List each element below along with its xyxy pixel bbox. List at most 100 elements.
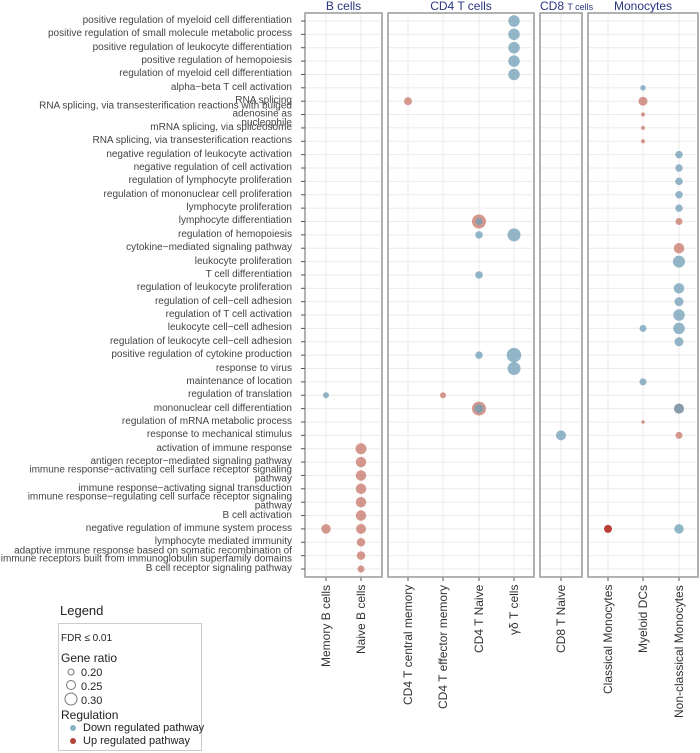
legend-fdr: FDR ≤ 0.01 — [61, 633, 113, 644]
down-regulated-point — [508, 15, 520, 27]
legend-title: Legend — [60, 603, 104, 618]
pathway-label: lymphocyte differentiation — [178, 215, 292, 227]
facet-title-main: CD8 — [540, 0, 568, 13]
legend-circle-030 — [64, 692, 78, 706]
pathway-label: immune response−activating signal transd… — [78, 482, 292, 494]
facet-title-small: T cells — [567, 2, 594, 12]
down-regulated-point — [475, 351, 483, 359]
pathway-label: regulation of T cell activation — [165, 308, 292, 320]
pathway-label: immune response−regulating cell surface … — [27, 491, 292, 512]
up-regulated-point — [641, 139, 645, 144]
pathway-label: lymphocyte mediated immunity — [154, 536, 292, 548]
pathway-label: positive regulation of cytokine producti… — [111, 348, 292, 360]
down-regulated-point — [474, 404, 484, 414]
pathway-label: RNA splicing, via transesterification re… — [92, 135, 292, 147]
down-regulated-point — [675, 150, 683, 159]
legend-circle-020 — [67, 668, 75, 676]
up-regulated-point — [641, 125, 645, 130]
down-regulated-point — [508, 55, 520, 67]
down-regulated-point — [640, 85, 646, 91]
up-regulated-point — [356, 523, 366, 534]
facet-panel — [388, 13, 534, 577]
pathway-label: negative regulation of immune system pro… — [85, 522, 292, 534]
pathway-label: regulation of leukocyte cell−cell adhesi… — [109, 335, 292, 347]
up-regulated-point — [404, 97, 412, 106]
down-regulated-point — [674, 403, 684, 414]
cell-type-label: Memory B cells — [319, 584, 333, 667]
facet-border — [304, 12, 383, 578]
down-regulated-point — [675, 164, 683, 172]
legend-size-title: Gene ratio — [61, 651, 118, 665]
pathway-label: RNA splicing, via transesterification re… — [39, 99, 292, 128]
down-regulated-point — [675, 177, 683, 186]
pathway-label: regulation of lymphocyte proliferation — [128, 175, 292, 187]
down-regulated-point — [674, 337, 684, 347]
pathway-label: cytokine−mediated signaling pathway — [126, 241, 292, 253]
down-regulated-point — [508, 28, 520, 41]
up-regulated-point — [604, 524, 612, 533]
cell-type-label: γδ T cells — [507, 584, 521, 635]
pathway-label: regulation of myeloid cell differentiati… — [119, 68, 292, 80]
down-regulated-point — [506, 347, 522, 363]
up-regulated-dot-icon — [70, 738, 76, 744]
pathway-label: regulation of cell−cell adhesion — [154, 295, 292, 307]
facet-title: CD4 T cells — [430, 0, 492, 13]
up-regulated-point — [641, 420, 645, 424]
pathway-label: lymphocyte proliferation — [186, 201, 292, 213]
down-regulated-point — [508, 68, 520, 81]
cell-type-label: CD8 T Naive — [554, 584, 568, 653]
pathway-label: B cell activation — [222, 509, 292, 521]
pathway-label: mRNA splicing, via spliceosome — [150, 121, 292, 133]
down-regulated-point — [673, 283, 685, 294]
legend-size-030: 0.30 — [81, 695, 103, 707]
down-regulated-point — [639, 324, 647, 332]
pathway-label: positive regulation of leukocyte differe… — [92, 41, 292, 53]
down-regulated-point — [674, 297, 684, 307]
up-regulated-point — [355, 456, 367, 468]
down-regulated-point — [673, 255, 685, 268]
legend-color-dots — [70, 725, 76, 744]
cell-type-label: Myeloid DCs — [636, 584, 650, 653]
up-regulated-point — [355, 443, 367, 455]
up-regulated-point — [675, 217, 683, 225]
up-regulated-point — [355, 470, 367, 481]
facet-border — [539, 12, 583, 578]
pathway-label: regulation of leukocyte proliferation — [136, 282, 292, 294]
pathway-label: antigen receptor−mediated signaling path… — [90, 455, 292, 467]
up-regulated-point — [440, 392, 446, 399]
down-regulated-dot-icon — [70, 725, 76, 731]
down-regulated-point — [673, 309, 685, 321]
pathway-label: negative regulation of leukocyte activat… — [106, 148, 292, 160]
down-regulated-point — [475, 231, 483, 239]
pathway-label: immune response−activating cell surface … — [29, 464, 292, 485]
down-regulated-point — [507, 228, 521, 242]
pathway-label: positive regulation of small molecule me… — [47, 28, 292, 40]
down-regulated-point — [675, 191, 683, 199]
pathway-label: RNA splicing — [235, 94, 292, 106]
pathway-label: activation of immune response — [156, 442, 292, 454]
down-regulated-point — [675, 204, 683, 212]
pathway-label: response to virus — [215, 362, 292, 374]
down-regulated-point — [475, 217, 483, 225]
facet-title: B cells — [325, 0, 362, 13]
facet-border — [387, 12, 535, 578]
facet-title: Monocytes — [613, 0, 673, 13]
up-regulated-point — [638, 96, 648, 106]
up-regulated-point — [321, 524, 331, 534]
legend-size-020: 0.20 — [81, 667, 103, 679]
down-regulated-point — [323, 392, 329, 399]
pathway-label: T cell differentiation — [205, 268, 292, 280]
down-regulated-point — [556, 430, 566, 441]
facet-title: CD8 T cells — [540, 0, 593, 13]
down-regulated-point — [639, 378, 647, 386]
up-regulated-point — [355, 496, 367, 508]
cell-type-label: Classical Monocytes — [601, 584, 615, 694]
up-regulated-point — [356, 551, 366, 560]
up-regulated-point — [675, 431, 683, 439]
pathway-label: response to mechanical stimulus — [146, 429, 292, 441]
pathway-label: regulation of hemopoiesis — [178, 228, 292, 240]
facet-panel — [305, 13, 382, 577]
down-regulated-point — [507, 362, 521, 376]
